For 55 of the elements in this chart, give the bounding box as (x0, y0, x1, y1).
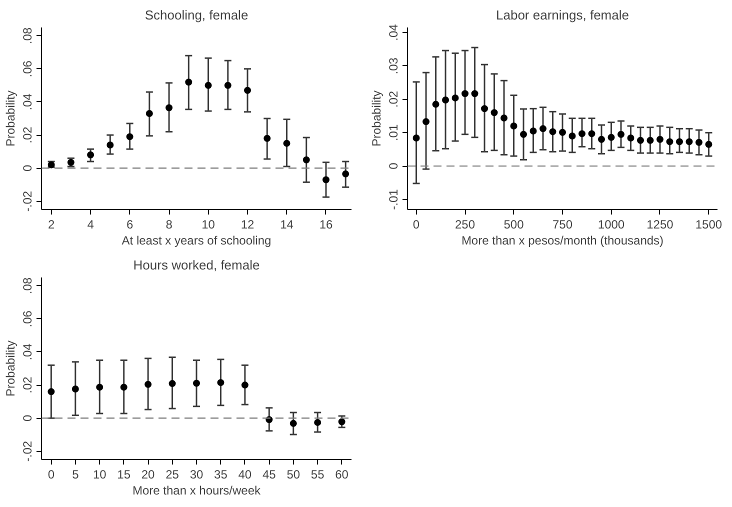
chart-title: Hours worked, female (133, 258, 260, 272)
x-tick-label: 0 (412, 218, 420, 232)
x-tick-label: 25 (166, 468, 180, 482)
x-tick-label: 35 (214, 468, 228, 482)
y-tick-label: -.01 (386, 188, 400, 210)
x-tick-label: 1500 (695, 218, 722, 232)
x-tick-label: 60 (335, 468, 349, 482)
x-tick-label: 14 (280, 218, 294, 232)
y-axis-title: Probability (4, 340, 18, 397)
x-tick-label: 50 (286, 468, 300, 482)
y-tick-label: .06 (20, 60, 34, 78)
y-tick-label: .04 (20, 93, 34, 110)
y-axis-title: Probability (4, 90, 18, 147)
y-tick-label: .01 (386, 124, 400, 142)
y-tick-label: .08 (20, 277, 34, 294)
y-tick-label: .04 (20, 343, 34, 360)
x-tick-label: 45 (262, 468, 276, 482)
x-tick-label: 10 (92, 468, 107, 482)
x-tick-label: 250 (455, 218, 476, 232)
x-tick-label: 15 (117, 468, 131, 482)
y-tick-label: 0 (20, 414, 34, 422)
x-axis-title: More than x pesos/month (thousands) (461, 234, 664, 248)
x-tick-label: 750 (552, 218, 573, 232)
y-tick-label: 0 (20, 164, 34, 172)
y-tick-label: -.02 (20, 440, 34, 462)
y-tick-label: .06 (20, 310, 34, 328)
x-tick-label: 20 (141, 468, 156, 482)
x-tick-label: 2 (48, 218, 55, 232)
x-axis-title: At least x years of schooling (122, 234, 272, 248)
y-axis-title: Probability (370, 90, 384, 147)
x-tick-label: 0 (48, 468, 55, 482)
y-tick-label: .02 (20, 376, 34, 394)
x-tick-label: 16 (319, 218, 333, 232)
x-tick-label: 1000 (598, 218, 625, 232)
x-tick-label: 500 (504, 218, 524, 232)
x-tick-label: 10 (202, 218, 216, 232)
x-tick-label: 5 (72, 468, 80, 482)
x-tick-label: 6 (126, 218, 134, 232)
y-tick-label: 0 (386, 162, 400, 170)
y-tick-label: .04 (386, 24, 400, 41)
x-axis-title: More than x hours/week (132, 484, 262, 498)
chart-title: Schooling, female (144, 8, 248, 22)
x-tick-label: 4 (87, 218, 94, 232)
x-tick-label: 8 (166, 218, 173, 232)
y-tick-label: -.02 (20, 190, 34, 212)
x-tick-label: 1250 (646, 218, 674, 232)
x-tick-label: 40 (238, 468, 252, 482)
y-tick-label: .02 (386, 90, 400, 108)
y-tick-label: .08 (20, 27, 34, 44)
x-tick-label: 30 (190, 468, 204, 482)
y-tick-label: .03 (386, 57, 400, 74)
chart-title: Labor earnings, female (496, 8, 629, 22)
x-tick-label: 55 (310, 468, 325, 482)
x-tick-label: 12 (240, 218, 255, 232)
y-tick-label: .02 (20, 126, 34, 144)
